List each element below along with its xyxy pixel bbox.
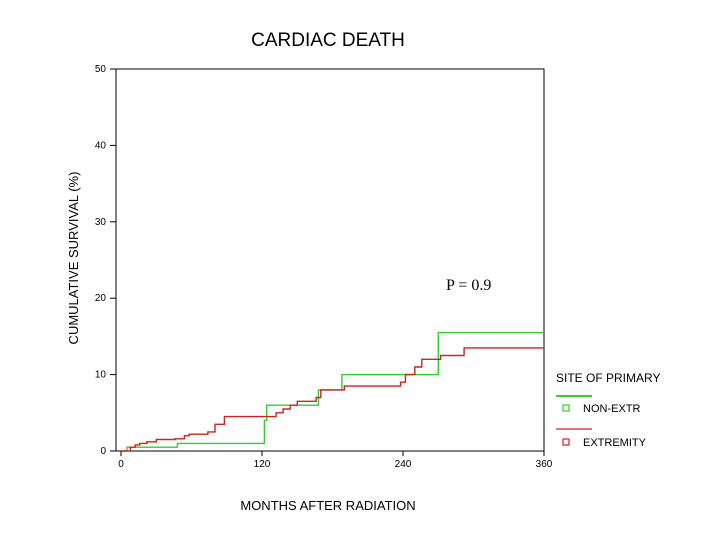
y-axis-label: CUMULATIVE SURVIVAL (%) (66, 172, 81, 345)
legend-title: SITE OF PRIMARY (556, 371, 660, 385)
legend: SITE OF PRIMARY NON-EXTR EXTREMITY (556, 371, 660, 449)
plot-frame (115, 68, 545, 452)
x-axis: 0 120 240 360 (118, 451, 553, 470)
y-tick-label: 40 (95, 140, 107, 151)
x-tick-label: 0 (118, 459, 124, 470)
y-tick-label: 50 (95, 64, 107, 75)
x-tick-label: 240 (395, 459, 412, 470)
legend-marker-extremity (562, 438, 570, 446)
series-layer (121, 331, 544, 452)
x-tick-label: 360 (536, 459, 553, 470)
y-tick-label: 30 (95, 217, 107, 228)
legend-marker-non-extr (562, 404, 570, 412)
legend-label-non-extr: NON-EXTR (583, 403, 641, 415)
x-axis-label: MONTHS AFTER RADIATION (240, 498, 415, 513)
y-tick-label: 0 (100, 446, 106, 457)
y-tick-label: 10 (95, 370, 107, 381)
series-line-extremity (121, 347, 544, 452)
chart-title: CARDIAC DEATH (251, 30, 405, 51)
series-line-non-extr (121, 331, 544, 452)
x-tick-label: 120 (254, 459, 271, 470)
y-axis: 0 10 20 30 40 50 (95, 64, 116, 457)
p-value-annotation: P = 0.9 (446, 277, 491, 294)
y-tick-label: 20 (95, 293, 107, 304)
legend-label-extremity: EXTREMITY (583, 437, 647, 449)
